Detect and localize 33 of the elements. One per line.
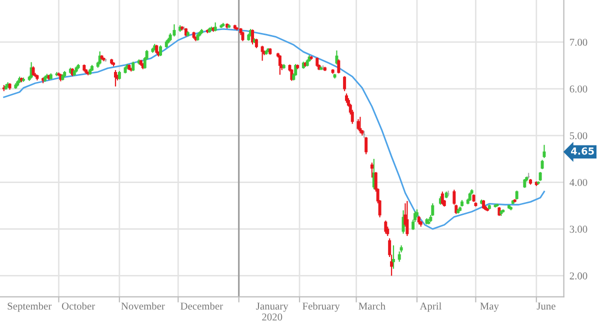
- x-tick-label: April: [420, 302, 442, 312]
- candlestick: [384, 220, 388, 234]
- x-tick-label: September: [8, 302, 52, 312]
- x-tick-label: December: [180, 302, 223, 310]
- candlestick: [345, 92, 348, 104]
- y-tick-label: 3.00: [570, 226, 588, 233]
- candlestick: [370, 162, 374, 178]
- candlestick: [172, 24, 176, 38]
- candlestick: [540, 159, 544, 170]
- x-tick-label: November: [121, 302, 165, 310]
- candlestick: [406, 200, 409, 237]
- candlestick: [343, 76, 346, 92]
- candlestick: [358, 116, 362, 134]
- x-tick-label: October: [62, 302, 95, 310]
- x-tick-label: March: [358, 302, 386, 310]
- y-tick-label: 5.00: [570, 132, 588, 140]
- candlestick: [364, 136, 368, 155]
- y-tick-label: 4.00: [570, 178, 588, 186]
- candlestick: [335, 50, 338, 66]
- x-tick-label: June: [536, 302, 556, 310]
- x-tick-label: February: [302, 302, 340, 312]
- candlestick: [542, 144, 546, 159]
- candlestick: [337, 58, 340, 74]
- candlestick: [114, 70, 117, 88]
- y-tick-label: 7.00: [570, 38, 588, 46]
- y-tick-label: 6.00: [570, 85, 588, 93]
- candlestick: [316, 56, 319, 68]
- x-tick-label: January 2020: [256, 302, 288, 321]
- line-series: [3, 28, 545, 230]
- y-tick-label: 2.00: [570, 272, 588, 280]
- x-tick-label: May: [480, 302, 499, 312]
- candlestick: [392, 244, 395, 270]
- annotation: 4.65: [571, 147, 594, 155]
